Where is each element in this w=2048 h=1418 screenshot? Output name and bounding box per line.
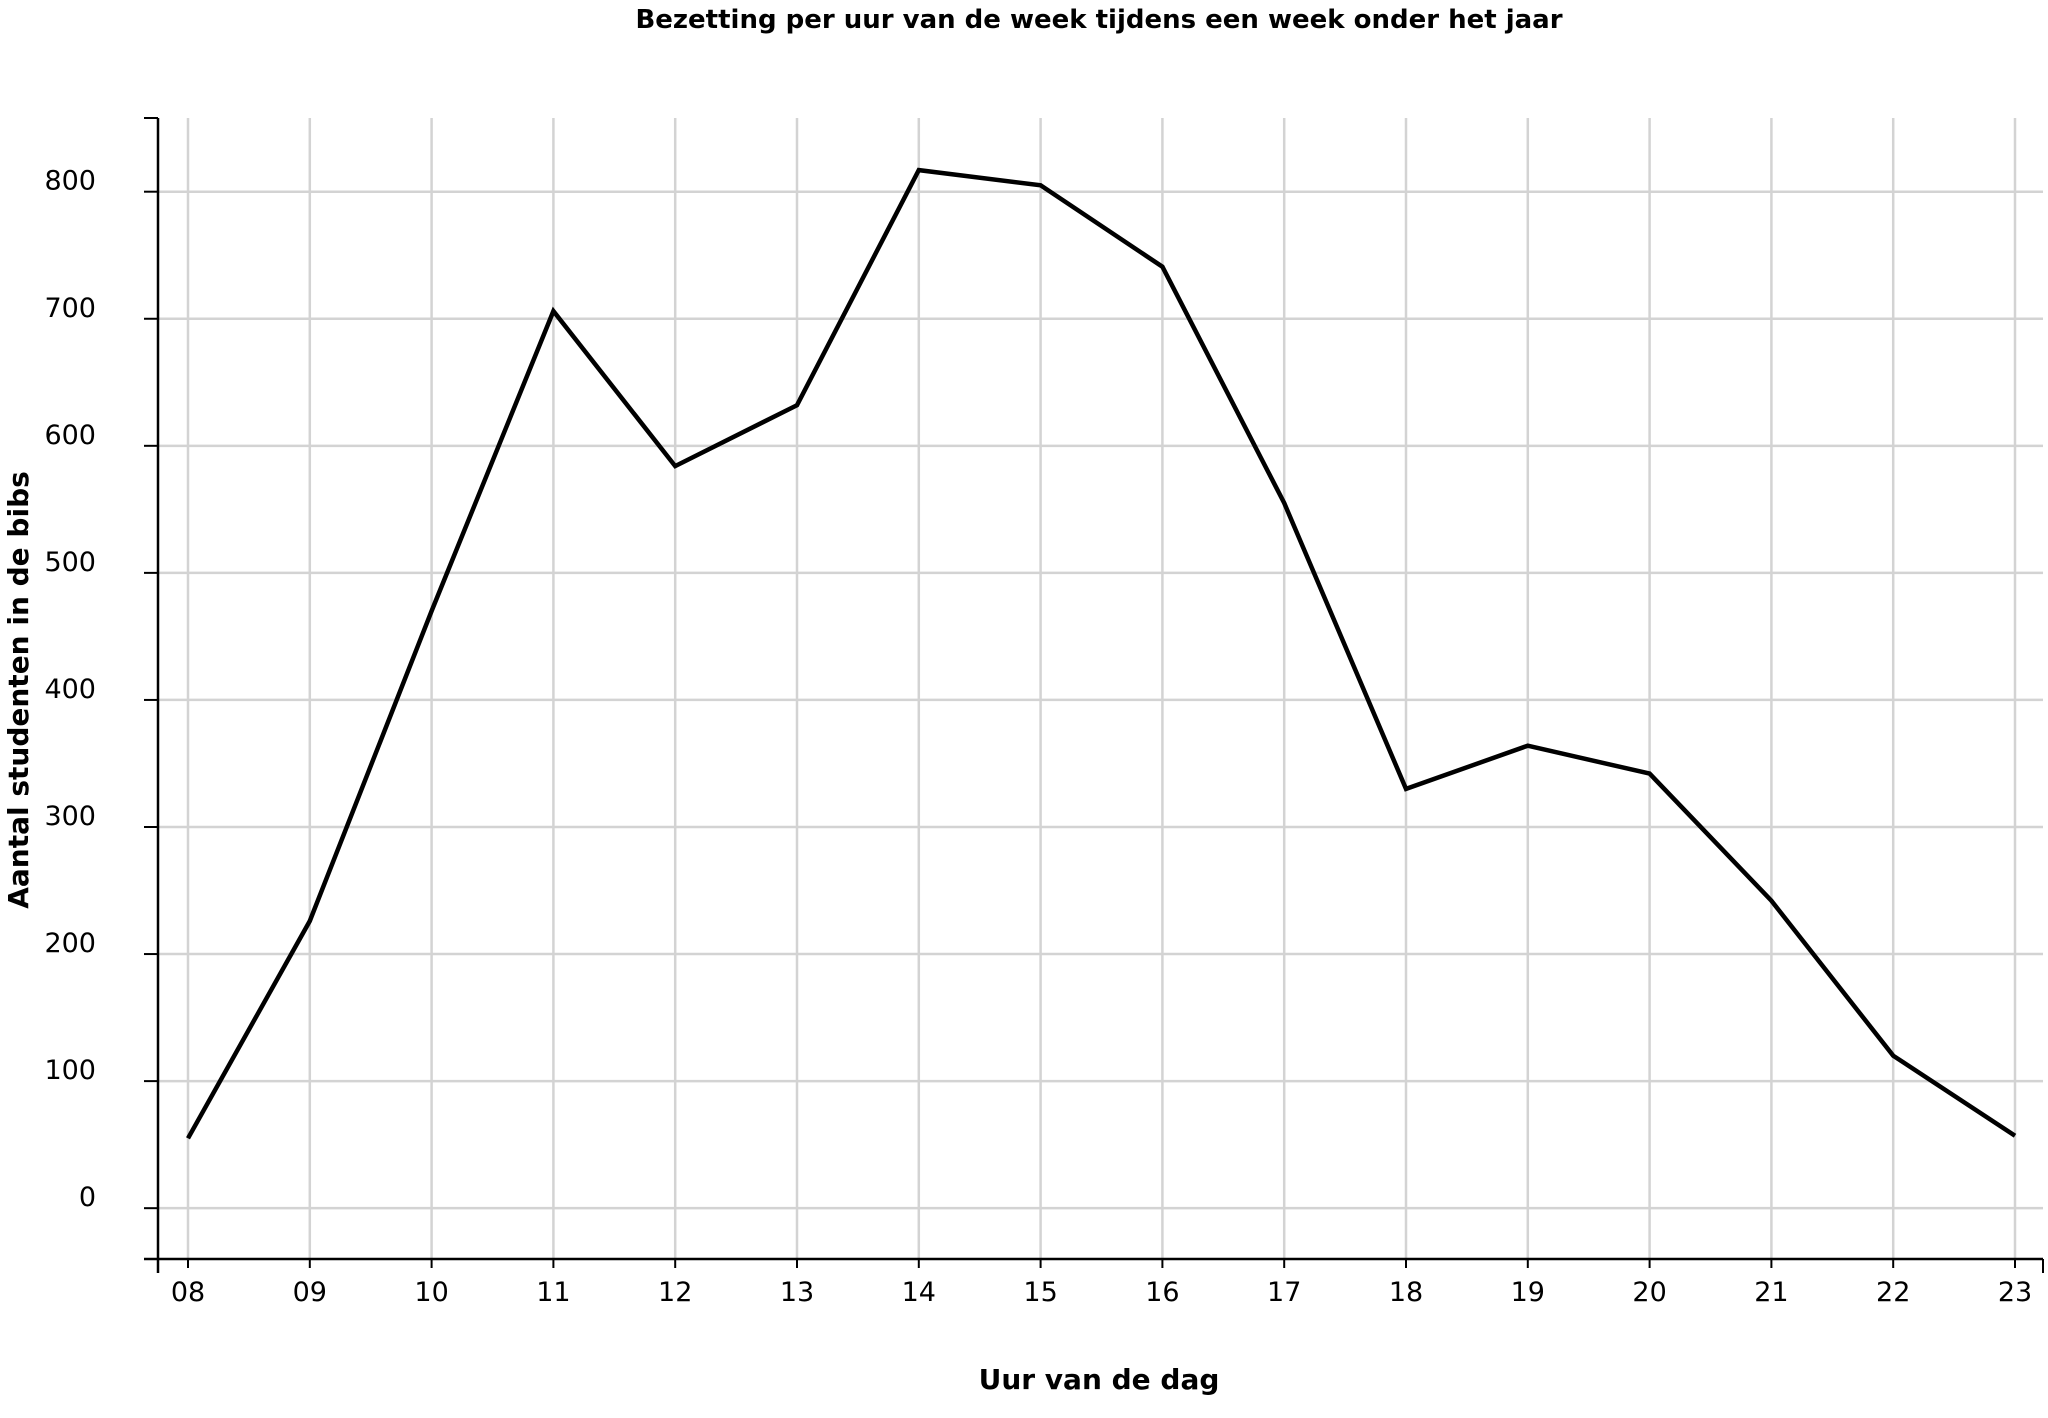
x-tick-label: 15 [1023,1277,1057,1308]
x-tick-label: 11 [536,1277,570,1308]
axes [144,117,2044,1273]
x-tick-label: 09 [293,1277,327,1308]
series-line [186,167,2017,1140]
y-tick-label: 0 [79,1182,96,1213]
y-tick-label: 500 [44,547,96,578]
x-tick-label: 21 [1754,1277,1788,1308]
y-tick-label: 700 [44,293,96,324]
x-axis-label: Uur van de dag [979,1363,1220,1396]
y-tick-label: 200 [44,928,96,959]
x-tick-label: 23 [1998,1277,2032,1308]
x-tick-label: 08 [171,1277,205,1308]
x-tick-label: 10 [414,1277,448,1308]
x-tick-label: 13 [780,1277,814,1308]
series-layer [186,167,2017,1140]
tick-labels: 08 09 10 11 12 13 14 15 16 17 18 19 20 21 22 23 0 100 200 3… [44,166,2032,1308]
chart-title: Bezetting per uur van de week tijdens ee… [635,5,1562,35]
x-tick-label: 20 [1632,1277,1666,1308]
x-tick-label: 18 [1389,1277,1423,1308]
x-tick-label: 16 [1145,1277,1179,1308]
y-axis-label: Aantal studenten in de bibs [2,471,35,909]
y-tick-label: 600 [44,420,96,451]
y-tick-label: 800 [44,166,96,197]
x-tick-label: 17 [1267,1277,1301,1308]
x-tick-label: 22 [1876,1277,1910,1308]
y-tick-label: 300 [44,801,96,832]
x-tick-label: 14 [902,1277,936,1308]
x-tick-label: 12 [658,1277,692,1308]
y-tick-label: 100 [44,1055,96,1086]
y-tick-label: 400 [44,674,96,705]
gridlines [158,118,2043,1259]
x-tick-label: 19 [1511,1277,1545,1308]
